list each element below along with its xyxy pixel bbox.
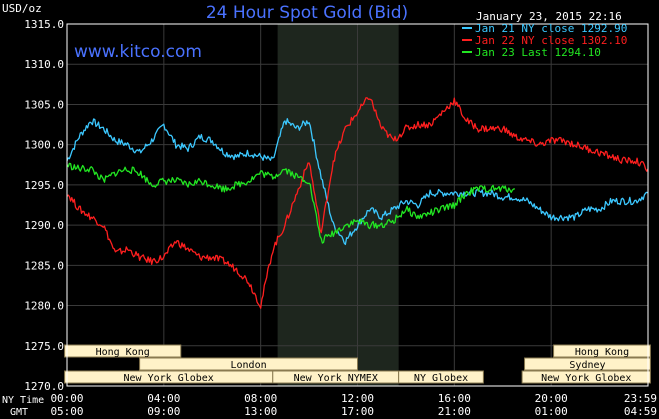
legend-label: Jan 22 NY close 1302.10: [475, 34, 627, 47]
x-tick-label-gmt: 05:00: [50, 405, 83, 418]
x-tick-label-gmt: 01:00: [535, 405, 568, 418]
x-tick-label-ny: 23:59: [624, 392, 657, 405]
series-line-jan22: [66, 97, 649, 309]
x-tick-label-gmt: 17:00: [341, 405, 374, 418]
y-tick-label: 1295.0: [24, 179, 64, 192]
session-bar: NY Globex: [398, 370, 484, 384]
x-tick-label-ny: 04:00: [147, 392, 180, 405]
y-tick-label: 1310.0: [24, 58, 64, 71]
series-line-jan23: [66, 162, 515, 244]
session-label: Hong Kong: [96, 347, 150, 358]
series-line-jan21: [66, 118, 649, 246]
session-bar-fill: [139, 357, 358, 371]
x-tick-label-gmt: 21:00: [438, 405, 471, 418]
y-unit-label: USD/oz: [2, 2, 42, 15]
x-tick-label-ny: 08:00: [244, 392, 277, 405]
session-bar-fill: [553, 344, 651, 358]
x-tick-label-gmt: 13:00: [244, 405, 277, 418]
price-series: [66, 97, 649, 309]
y-tick-label: 1315.0: [24, 18, 64, 31]
y-tick-label: 1275.0: [24, 340, 64, 353]
session-bar: New York NYMEX: [272, 370, 400, 384]
watermark: www.kitco.com: [74, 42, 202, 62]
chart-title: 24 Hour Spot Gold (Bid): [206, 3, 408, 23]
session-bar: Hong Kong: [553, 344, 651, 358]
session-bar: Sydney: [524, 357, 651, 371]
legend-item: Jan 23 Last 1294.10: [462, 46, 601, 59]
session-label: London: [231, 360, 267, 371]
ny-time-row-label: NY Time: [2, 395, 44, 406]
legend-item: Jan 22 NY close 1302.10: [462, 34, 627, 47]
y-tick-label: 1270.0: [24, 380, 64, 393]
x-axis-ticks: 00:00 04:00 08:00 12:00 16:00 20:00 23:59 05:00…: [50, 392, 657, 418]
session-bar: London: [139, 357, 358, 371]
x-tick-label-gmt: 04:59: [624, 405, 657, 418]
session-bar: New York Globex: [64, 370, 274, 384]
x-tick-label-ny: 00:00: [50, 392, 83, 405]
session-bar-fill: [524, 357, 651, 371]
session-label: Sydney: [569, 360, 605, 371]
session-bar: New York Globex: [521, 370, 651, 384]
x-tick-label-ny: 12:00: [341, 392, 374, 405]
y-tick-label: 1290.0: [24, 219, 64, 232]
session-bar-fill: [521, 370, 651, 384]
timestamp: January 23, 2015 22:16: [476, 10, 622, 23]
trading-hours-band: [277, 24, 399, 386]
session-label: New York NYMEX: [294, 373, 378, 384]
session-bar-fill: [64, 344, 182, 358]
y-tick-label: 1285.0: [24, 259, 64, 272]
session-label: Hong Kong: [575, 347, 629, 358]
session-label: New York Globex: [124, 373, 214, 384]
session-label: NY Globex: [414, 373, 468, 384]
session-bar-fill: [398, 370, 484, 384]
y-tick-label: 1305.0: [24, 98, 64, 111]
y-tick-label: 1300.0: [24, 139, 64, 152]
legend-label: Jan 21 NY close 1292.90: [475, 22, 627, 35]
session-label: New York Globex: [541, 373, 631, 384]
x-tick-label-gmt: 09:00: [147, 405, 180, 418]
legend-label: Jan 23 Last 1294.10: [475, 46, 601, 59]
session-bars: Hong Kong Hong Kong London Sydney New York G…: [64, 344, 651, 384]
x-tick-label-ny: 20:00: [535, 392, 568, 405]
y-axis-ticks: 1315.0 1310.0 1305.0 1300.0 1295.0 1290.0 1285…: [24, 18, 64, 393]
session-bar: Hong Kong: [64, 344, 182, 358]
y-tick-label: 1280.0: [24, 300, 64, 313]
x-tick-label-ny: 16:00: [438, 392, 471, 405]
plot-frame: [66, 23, 649, 387]
legend-item: Jan 21 NY close 1292.90: [462, 22, 627, 35]
gmt-row-label: GMT: [10, 407, 28, 418]
